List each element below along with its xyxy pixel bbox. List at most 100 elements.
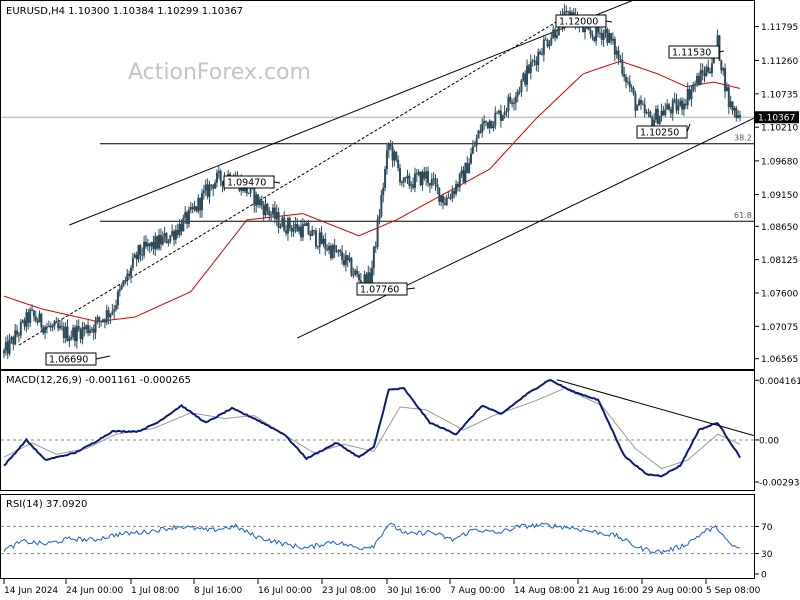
candle <box>12 335 15 351</box>
candle <box>694 80 697 93</box>
candle <box>124 276 127 285</box>
candle <box>27 308 30 330</box>
macd-panel-frame <box>0 370 755 491</box>
candle <box>292 221 295 237</box>
rsi-panel-frame <box>0 494 755 579</box>
candle <box>172 229 175 246</box>
candle <box>494 106 497 130</box>
candle <box>430 173 433 189</box>
annotation-leader <box>686 123 691 133</box>
x-axis: 14 Jun 2024 24 Jun 00:00 1 Jul 08:00 8 Jul … <box>3 579 761 596</box>
candle <box>257 193 260 208</box>
candle <box>735 105 738 122</box>
macd-title: MACD(12,26,9) -0.001161 -0.000265 <box>6 375 191 386</box>
candle <box>90 326 93 333</box>
candle <box>438 187 441 206</box>
candle <box>307 219 310 236</box>
price-y-tick-label: 1.07075 <box>761 323 798 333</box>
candle <box>150 241 153 252</box>
candle <box>219 169 222 187</box>
candle <box>649 109 652 119</box>
candle <box>671 97 674 121</box>
candle <box>699 63 702 86</box>
candle <box>94 316 97 340</box>
candle <box>475 134 478 152</box>
candle <box>171 224 174 237</box>
candle <box>385 143 388 175</box>
candle <box>354 268 357 277</box>
price-y-tick-label: 1.08125 <box>761 256 798 266</box>
candle <box>14 323 17 346</box>
candle <box>684 99 687 109</box>
price-y-tick-label: 1.09150 <box>761 191 798 201</box>
x-tick-label: 23 Jul 08:00 <box>322 586 376 596</box>
candle <box>40 312 43 333</box>
candle <box>47 320 50 328</box>
candle <box>87 320 90 337</box>
candle <box>148 242 151 254</box>
candle <box>675 93 678 114</box>
candle <box>374 241 377 253</box>
candle <box>81 321 84 345</box>
candle <box>25 308 28 333</box>
candle <box>639 95 642 110</box>
rsi-layer <box>1 522 754 556</box>
candle <box>412 177 415 190</box>
candle <box>36 317 39 326</box>
candle <box>382 182 385 203</box>
candle <box>477 129 480 139</box>
candle <box>324 232 327 256</box>
macd-layer <box>1 379 755 478</box>
candle <box>503 105 506 119</box>
candle <box>613 36 616 62</box>
candle <box>174 225 177 245</box>
candle <box>318 228 321 254</box>
candle <box>626 77 629 85</box>
candle <box>413 167 416 193</box>
candle <box>208 180 211 204</box>
candle <box>96 314 99 325</box>
candle <box>346 255 349 268</box>
candle <box>102 318 105 323</box>
candle <box>180 219 183 236</box>
watermark: ActionForex.com <box>128 60 311 85</box>
candle <box>146 238 149 252</box>
moving-average-line <box>3 60 741 323</box>
candle <box>344 250 347 272</box>
candle <box>722 67 725 76</box>
candle <box>107 306 110 325</box>
candle <box>202 185 205 200</box>
candle <box>163 227 166 243</box>
candle <box>133 252 136 259</box>
candle <box>690 84 693 107</box>
current-price-label: 1.10367 <box>758 114 795 124</box>
macd-y-tick-label: 0.00 <box>759 436 779 446</box>
candle <box>464 162 467 185</box>
price-y-tick-label: 1.10210 <box>761 124 798 134</box>
rsi-line <box>3 522 741 556</box>
candle <box>425 166 428 186</box>
candle <box>45 322 48 334</box>
candle <box>555 28 558 40</box>
candle <box>709 67 712 75</box>
candle <box>116 289 119 310</box>
x-tick-label: 14 Aug 08:00 <box>514 586 575 596</box>
candle <box>512 97 515 111</box>
candle <box>303 219 306 227</box>
candle <box>653 113 656 127</box>
candle <box>339 248 342 257</box>
candle <box>253 186 256 213</box>
candle <box>34 310 37 323</box>
rsi-title: RSI(14) 37.0920 <box>6 499 87 510</box>
candle <box>144 234 147 249</box>
candle <box>593 36 596 43</box>
candle <box>159 228 162 251</box>
candle <box>92 324 95 341</box>
channel-upper-line <box>69 0 636 226</box>
candle <box>544 36 547 41</box>
candle <box>44 325 47 339</box>
x-tick-label: 14 Jun 2024 <box>4 586 58 596</box>
price-annotation: 1.07760 <box>356 282 408 296</box>
candle <box>281 215 284 228</box>
